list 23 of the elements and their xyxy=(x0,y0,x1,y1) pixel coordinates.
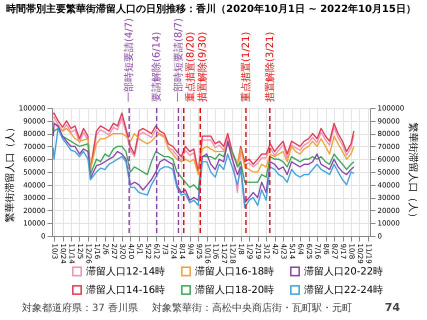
line-series xyxy=(52,112,354,173)
ref-line-label: 措置解除(9/30) xyxy=(196,32,208,102)
ref-line-label: 重点措置(1/21) xyxy=(240,32,252,102)
ref-line-label: 一部時短要請(4/7) xyxy=(123,18,136,102)
text: 74 xyxy=(384,301,400,314)
legend-label: 滞留人口20-22時 xyxy=(304,265,384,278)
text: 対象繁華街：高松中央商店街・瓦町駅・元町 xyxy=(152,302,352,314)
line-series xyxy=(52,128,354,191)
text: 対象都道府県：37 香川県 xyxy=(22,302,138,314)
legend-label: 滞留人口12-14時 xyxy=(86,265,166,278)
legend-label: 滞留人口22-24時 xyxy=(304,284,384,296)
line-series xyxy=(52,120,354,176)
y-axis-title: 繁華街滞留人口（人） xyxy=(4,122,16,222)
y2-axis-title: 繁華街滞留人口（人） xyxy=(407,122,420,222)
legend-label: 滞留人口14-16時 xyxy=(86,284,166,296)
line-series xyxy=(52,116,354,194)
ref-line-label: 要請解除(6/14) xyxy=(150,32,163,102)
ref-line-label: 一部時短要請(8/7) xyxy=(172,18,184,102)
ref-line-label: 重点措置(8/20) xyxy=(184,32,196,102)
legend-label: 滞留人口16-18時 xyxy=(195,265,274,278)
chart-title: 時間帯別主要繁華街滞留人口の日別推移：香川（2020年10月1日 ~ 2022年10月15日） xyxy=(6,3,416,16)
legend-label: 滞留人口18-20時 xyxy=(195,284,274,296)
ref-line-label: 措置解除(3/21) xyxy=(264,32,276,102)
